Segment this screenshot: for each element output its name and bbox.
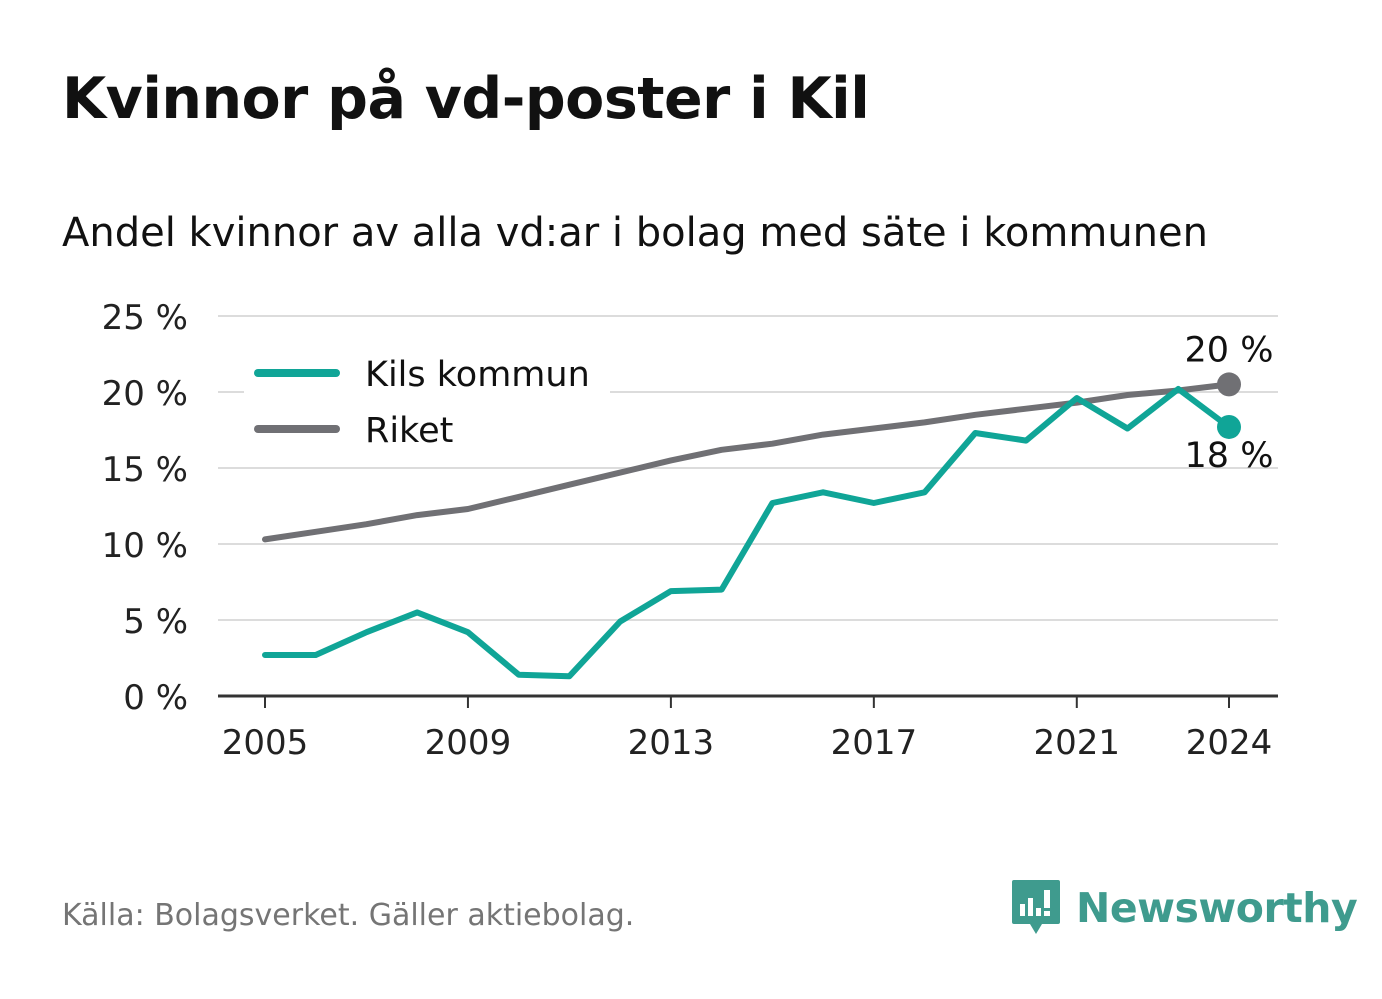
x-tick-label: 2009 [425, 723, 512, 763]
brand-name: Newsworthy [1076, 884, 1358, 932]
x-tick-label: 2017 [831, 723, 918, 763]
x-tick-label: 2013 [628, 723, 715, 763]
y-tick-label: 20 % [102, 374, 188, 414]
y-tick-label: 15 % [102, 450, 188, 490]
data-point [1217, 372, 1241, 397]
newsworthy-logo-icon [1012, 880, 1060, 934]
y-tick-label: 10 % [102, 526, 188, 566]
legend: Kils kommun Riket [244, 345, 610, 467]
x-tick-label: 2005 [222, 723, 309, 763]
chart-subtitle: Andel kvinnor av alla vd:ar i bolag med … [62, 210, 1208, 256]
y-tick-label: 5 % [123, 602, 188, 642]
line-chart: 0 % 5 % 10 % 15 % 20 % 25 % 2005 2009 2013 2017 20… [102, 298, 1278, 763]
x-tick-label: 2024 [1186, 723, 1273, 763]
source-note: Källa: Bolagsverket. Gäller aktiebolag. [62, 898, 635, 933]
end-label-riket: 20 % [1185, 330, 1274, 370]
x-tick-label: 2021 [1034, 723, 1121, 763]
brand-logo: Newsworthy [1010, 878, 1358, 938]
y-tick-label: 25 % [102, 298, 188, 338]
legend-background [244, 345, 610, 467]
end-label-kils-kommun: 18 % [1185, 436, 1274, 476]
data-point [1217, 414, 1241, 439]
y-tick-label: 0 % [123, 678, 188, 718]
legend-label: Riket [365, 411, 453, 451]
legend-label: Kils kommun [365, 355, 590, 395]
chart-title: Kvinnor på vd-poster i Kil [62, 66, 870, 132]
series-line-kils-kommun [262, 386, 1232, 680]
